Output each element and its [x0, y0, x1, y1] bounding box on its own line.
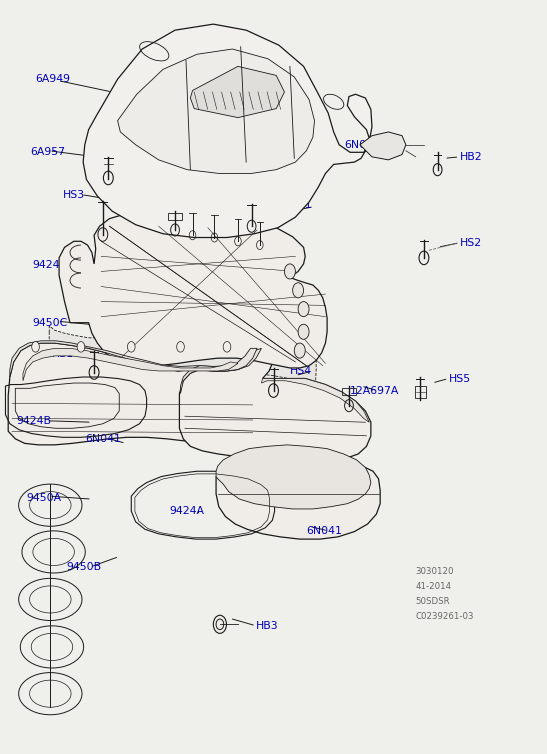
Polygon shape	[179, 317, 371, 461]
Polygon shape	[261, 379, 369, 422]
Text: 9450A: 9450A	[26, 492, 61, 503]
Text: HS2: HS2	[459, 238, 481, 248]
Text: 6N080: 6N080	[345, 139, 381, 150]
Text: 9424B: 9424B	[16, 415, 51, 426]
Polygon shape	[360, 132, 406, 160]
Text: 9450B: 9450B	[67, 562, 102, 572]
Circle shape	[177, 342, 184, 352]
Polygon shape	[8, 336, 263, 445]
Circle shape	[293, 283, 304, 298]
Circle shape	[298, 302, 309, 317]
Polygon shape	[190, 66, 284, 118]
Text: 9424A: 9424A	[170, 506, 205, 516]
Text: 12A697B: 12A697B	[148, 207, 197, 218]
Text: C0239261-03: C0239261-03	[416, 612, 474, 621]
Text: 3030120: 3030120	[416, 567, 454, 576]
Text: HB2: HB2	[459, 152, 482, 162]
Text: HS5: HS5	[449, 373, 470, 384]
Circle shape	[284, 264, 295, 279]
Polygon shape	[49, 326, 316, 406]
Circle shape	[213, 615, 226, 633]
Circle shape	[77, 342, 85, 352]
Text: HS3: HS3	[63, 189, 85, 200]
Polygon shape	[59, 210, 327, 368]
Polygon shape	[83, 24, 372, 238]
Polygon shape	[216, 456, 380, 539]
Text: HS4: HS4	[290, 366, 312, 376]
Polygon shape	[181, 348, 257, 394]
Text: 9450C: 9450C	[33, 317, 68, 328]
Text: 41-2014: 41-2014	[416, 582, 452, 591]
Text: HB3: HB3	[256, 621, 278, 631]
Text: 12A697A: 12A697A	[350, 385, 399, 396]
Text: 9424C: 9424C	[33, 260, 68, 271]
Polygon shape	[10, 341, 261, 377]
Text: 6N041: 6N041	[306, 526, 342, 536]
Text: 6A949: 6A949	[36, 74, 71, 84]
Circle shape	[223, 342, 231, 352]
Text: 6A957: 6A957	[30, 147, 65, 158]
Polygon shape	[216, 445, 371, 509]
Circle shape	[298, 324, 309, 339]
Circle shape	[294, 343, 305, 358]
Polygon shape	[23, 348, 238, 381]
Text: HS1: HS1	[52, 349, 74, 360]
Polygon shape	[118, 49, 315, 173]
Circle shape	[32, 342, 39, 352]
Text: 50SDSR: 50SDSR	[416, 597, 450, 606]
Circle shape	[127, 342, 135, 352]
Text: 6N041: 6N041	[85, 434, 121, 444]
Text: HB1: HB1	[290, 200, 312, 210]
